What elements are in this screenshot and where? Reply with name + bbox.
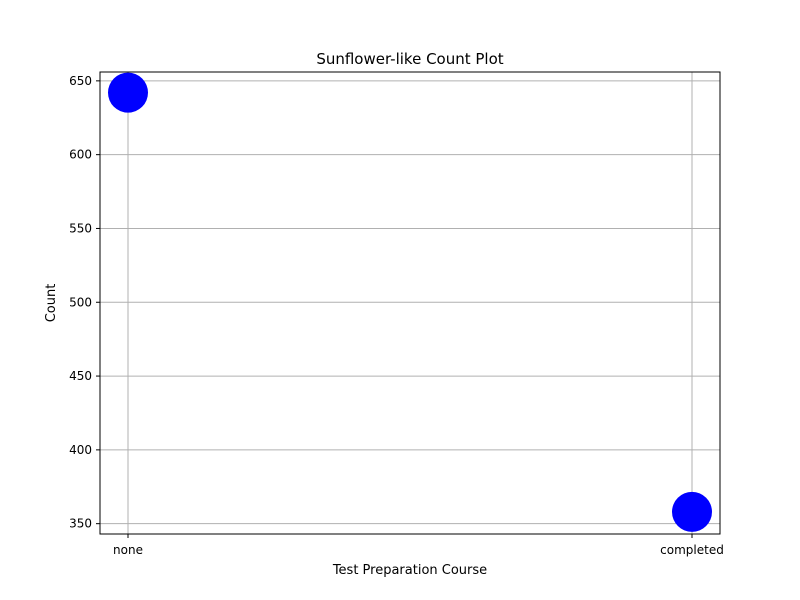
- x-axis-label: Test Preparation Course: [332, 563, 487, 578]
- y-tick-label: 650: [69, 74, 92, 88]
- y-tick-label: 400: [69, 443, 92, 457]
- y-tick-label: 600: [69, 148, 92, 162]
- grid-layer: [100, 72, 720, 534]
- tick-layer: 350 400 450 500 550 600 650 none completed: [69, 74, 724, 557]
- y-tick-label: 350: [69, 517, 92, 531]
- marker-layer: [108, 72, 712, 532]
- y-tick-label: 500: [69, 295, 92, 309]
- y-tick-label: 550: [69, 221, 92, 235]
- data-point-completed: [672, 491, 712, 532]
- y-tick-label: 450: [69, 369, 92, 383]
- y-axis-label: Count: [44, 284, 59, 323]
- x-tick-label: completed: [660, 543, 724, 557]
- chart-title: Sunflower-like Count Plot: [316, 50, 503, 68]
- x-tick-label: none: [113, 543, 143, 557]
- plot-frame: [99, 71, 721, 535]
- data-point-none: [108, 72, 148, 113]
